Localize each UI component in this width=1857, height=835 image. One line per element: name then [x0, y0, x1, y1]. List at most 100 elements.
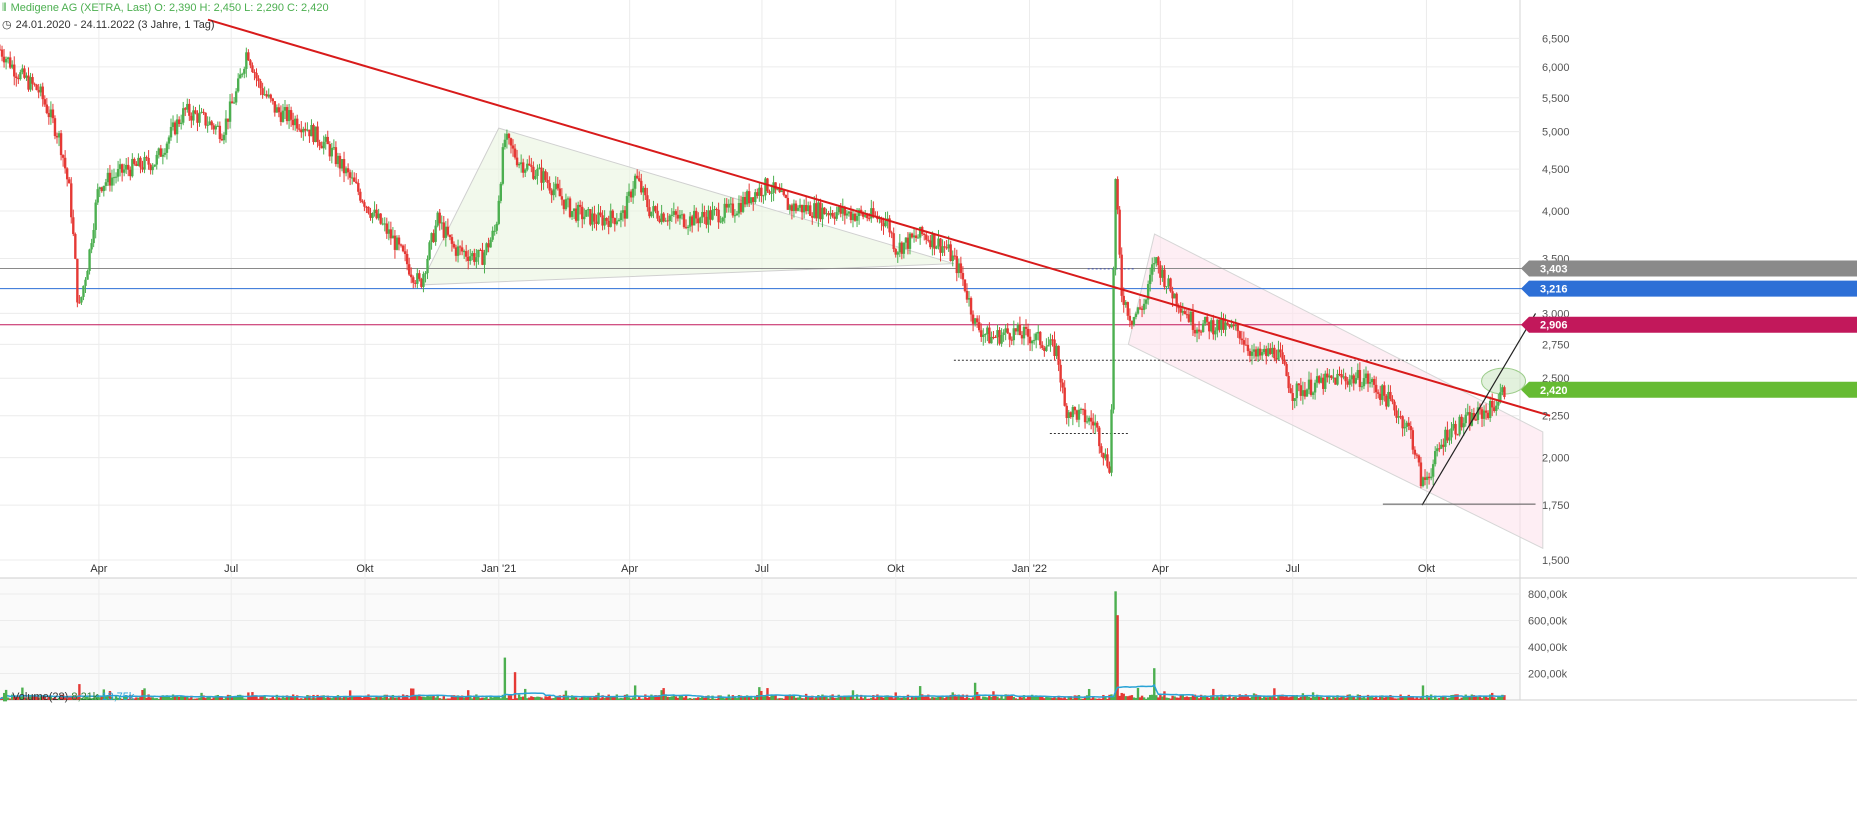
candle-body	[855, 215, 859, 221]
candle-body	[558, 188, 562, 197]
volume-bar	[499, 698, 502, 700]
candle-body	[1342, 376, 1345, 378]
candle-body	[654, 206, 657, 211]
volume-bar	[548, 696, 551, 700]
candle-body	[1085, 421, 1089, 423]
candle-body	[249, 60, 252, 66]
y-tick-label: 6,500	[1542, 33, 1570, 45]
volume-bar	[96, 694, 99, 700]
volume-bar	[635, 698, 639, 700]
volume-bar	[43, 696, 46, 700]
volume-bar	[310, 698, 313, 700]
volume-bar	[1317, 696, 1321, 700]
candle-body	[1486, 412, 1490, 419]
volume-bar	[273, 698, 277, 700]
volume-bar	[1370, 695, 1374, 700]
candle-body	[1495, 405, 1498, 411]
candle-body	[882, 222, 885, 227]
candle-body	[1328, 375, 1331, 378]
candle-body	[741, 196, 745, 212]
volume-bar	[479, 698, 482, 700]
volume-bar	[330, 698, 334, 700]
candle-body	[1275, 358, 1278, 360]
volume-bar	[1012, 696, 1016, 700]
candle-body	[1368, 382, 1372, 384]
candle-body	[204, 112, 207, 126]
candle-body	[564, 199, 568, 210]
volume-bar	[916, 696, 920, 700]
volume-bar	[986, 697, 989, 700]
volume-bar	[249, 695, 252, 700]
volume-bar	[847, 695, 851, 700]
volume-bar	[542, 698, 545, 700]
volume-bar	[167, 696, 171, 700]
volume-bar	[143, 688, 146, 700]
candle-body	[884, 220, 887, 227]
volume-bar	[344, 695, 348, 700]
candle-body	[1165, 286, 1168, 288]
candle-body	[892, 233, 895, 250]
candle-body	[1179, 308, 1182, 313]
volume-bar	[51, 698, 55, 700]
candle-body	[1053, 339, 1056, 357]
volume-bar	[532, 696, 535, 700]
volume-bar	[945, 695, 948, 700]
volume-bar	[397, 695, 401, 700]
volume-tick-label: 800,00k	[1528, 589, 1568, 601]
candle-body	[635, 175, 639, 179]
volume-bar	[1295, 694, 1298, 700]
candle-body	[965, 290, 969, 300]
candle-body	[1051, 339, 1054, 341]
volume-bar	[729, 698, 733, 700]
candle-body	[1291, 393, 1294, 402]
candle-body	[990, 336, 993, 344]
candle-body	[1049, 339, 1052, 346]
candle-body	[422, 273, 425, 287]
volume-bar	[391, 694, 395, 700]
volume-bar	[1130, 695, 1134, 700]
volume-bar	[118, 697, 122, 700]
candle-body	[652, 206, 655, 212]
candle-body	[120, 164, 124, 173]
volume-bar	[1026, 695, 1030, 700]
volume-bar	[318, 696, 321, 700]
candle-body	[434, 225, 437, 242]
candle-body	[355, 181, 358, 184]
candle-body	[467, 256, 470, 261]
candle-body	[578, 204, 582, 207]
candle-body	[1136, 307, 1140, 314]
candle-body	[819, 202, 822, 220]
volume-bar	[1043, 698, 1046, 700]
candle-body	[1106, 454, 1109, 467]
candle-body	[391, 235, 395, 239]
candle-body	[41, 86, 44, 100]
candle-body	[497, 200, 500, 224]
volume-bar	[1032, 695, 1036, 700]
candle-body	[287, 110, 291, 122]
candle-body	[786, 197, 790, 210]
candle-body	[662, 213, 665, 222]
candle-body	[1175, 293, 1178, 306]
candle-body	[511, 145, 515, 149]
volume-bar	[1279, 694, 1282, 700]
volume-bar	[672, 694, 676, 700]
candle-body	[835, 212, 838, 219]
volume-bar	[540, 697, 543, 700]
candle-body	[1271, 347, 1274, 354]
volume-bar	[460, 695, 464, 700]
volume-average-line	[0, 683, 1505, 700]
candle-body	[804, 205, 808, 212]
volume-bar	[695, 698, 698, 700]
volume-bar	[371, 697, 374, 700]
candle-body	[208, 121, 211, 125]
volume-bar	[519, 696, 523, 700]
candle-body	[405, 253, 409, 265]
candle-body	[226, 118, 230, 122]
candle-body	[21, 68, 24, 73]
candle-body	[373, 209, 376, 214]
candle-body	[536, 168, 539, 177]
volume-bar	[1488, 694, 1492, 700]
candle-body	[1358, 369, 1362, 387]
candle-body	[410, 274, 413, 278]
